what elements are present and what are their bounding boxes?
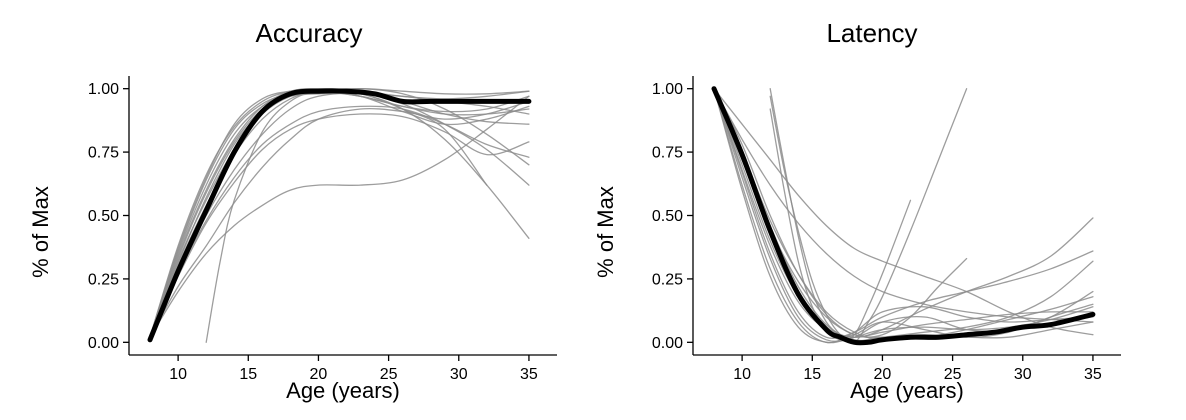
- individual-series-line: [149, 100, 530, 338]
- individual-series-line: [713, 88, 1094, 338]
- y-tick-label: 1.00: [652, 81, 683, 98]
- individual-series-line: [713, 88, 1094, 339]
- individual-series-line: [713, 88, 1094, 338]
- individual-series-line: [713, 88, 1094, 336]
- y-tick-label: 0.25: [88, 271, 119, 288]
- x-tick-label: 35: [1084, 366, 1102, 383]
- mean-series-line: [147, 88, 532, 343]
- y-tick-label: 0.50: [652, 208, 683, 225]
- x-tick-label: 25: [380, 366, 398, 383]
- latency-chart: Latency % of Max Age (years) 10 15 20 25 30 3…: [593, 18, 1121, 403]
- x-tick-label: 20: [310, 366, 328, 383]
- y-tick-label: 0.00: [88, 335, 119, 352]
- x-axis-label: Age (years): [286, 378, 400, 403]
- series-group: [711, 86, 1096, 346]
- chart-title: Latency: [826, 18, 917, 48]
- accuracy-chart: Accuracy % of Max Age (years) 10 15 20 25 30…: [28, 18, 557, 403]
- y-axis-label: % of Max: [28, 186, 53, 278]
- x-axis-label: Age (years): [850, 378, 964, 403]
- individual-series-line: [713, 88, 1094, 323]
- chart-title: Accuracy: [256, 18, 363, 48]
- y-tick-label: 0.75: [652, 145, 683, 162]
- x-tick-label: 30: [450, 366, 468, 383]
- y-tick-label: 0.25: [652, 271, 683, 288]
- x-tick-label: 35: [520, 366, 538, 383]
- individual-series-line: [149, 92, 530, 338]
- x-tick-label: 25: [944, 366, 962, 383]
- x-tick-label: 20: [874, 366, 892, 383]
- x-tick-label: 15: [803, 366, 821, 383]
- x-tick-label: 30: [1014, 366, 1032, 383]
- individual-series-line: [713, 88, 1094, 339]
- y-tick-label: 0.00: [652, 335, 683, 352]
- y-tick-label: 0.75: [88, 145, 119, 162]
- individual-series-line: [713, 88, 1094, 342]
- individual-series-line: [713, 88, 968, 338]
- individual-series-line: [149, 113, 530, 338]
- x-tick-label: 15: [239, 366, 257, 383]
- individual-series-line: [713, 88, 1094, 342]
- y-tick-label: 0.50: [88, 208, 119, 225]
- x-tick-label: 10: [733, 366, 751, 383]
- individual-series-line: [713, 88, 1094, 344]
- mean-series-line: [711, 86, 1096, 346]
- x-tick-label: 10: [169, 366, 187, 383]
- tick-group: 10 15 20 25 30 35 0.00 0.25 0.50 0.75 1.00: [652, 81, 1102, 383]
- tick-group: 10 15 20 25 30 35 0.00 0.25 0.50 0.75 1.00: [88, 81, 538, 383]
- y-tick-label: 1.00: [88, 81, 119, 98]
- individual-series-line: [713, 88, 1094, 341]
- individual-series-line: [149, 95, 530, 338]
- series-group: [147, 87, 532, 343]
- y-axis-label: % of Max: [593, 186, 618, 278]
- individual-series-line: [149, 105, 530, 338]
